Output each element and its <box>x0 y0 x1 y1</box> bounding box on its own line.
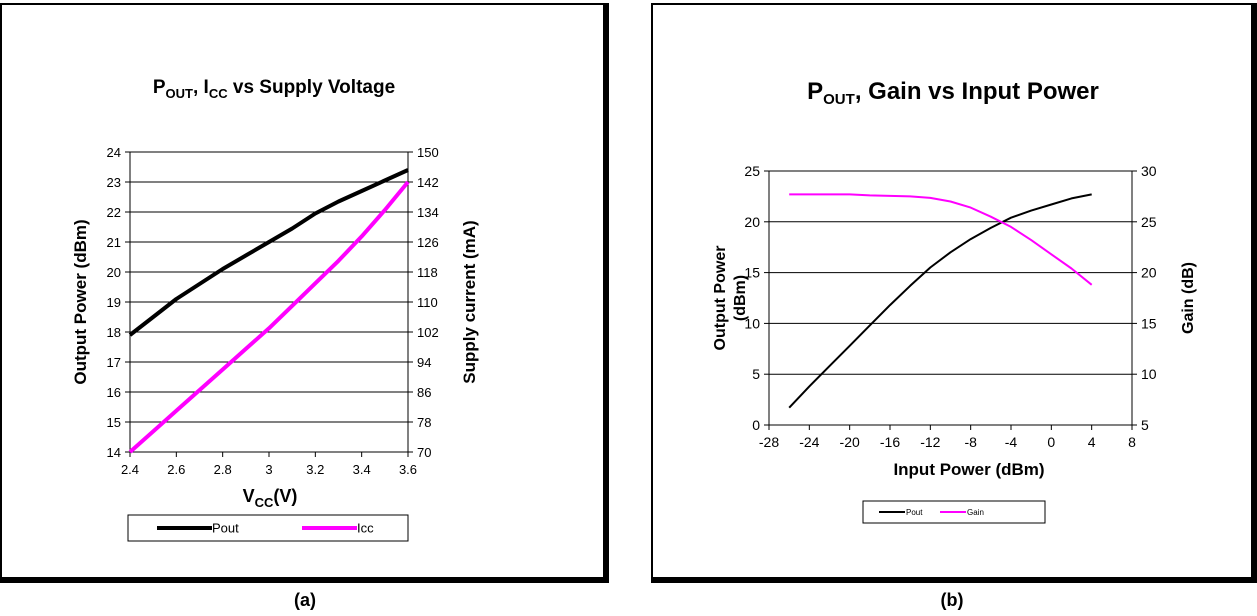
y-tick-label: 15 <box>107 415 121 430</box>
legend-label-icc: Icc <box>357 521 374 536</box>
y-tick-label: 23 <box>107 175 121 190</box>
y2-axis-label: Gain (dB) <box>1180 262 1197 334</box>
y2-tick-label: 20 <box>1141 265 1157 281</box>
y-tick-label: 14 <box>107 445 121 460</box>
y2-tick-label: 25 <box>1141 214 1157 230</box>
x-tick-label: 4 <box>1088 434 1096 450</box>
series-icc-line <box>128 180 410 454</box>
y2-tick-label: 118 <box>417 265 438 280</box>
y-tick-label: 15 <box>744 265 760 281</box>
y2-tick-label: 5 <box>1141 417 1149 433</box>
legend-box <box>127 514 409 542</box>
x-tick-label: -12 <box>920 434 940 450</box>
x-tick-label: 2.4 <box>121 462 139 477</box>
y-axis-label: Output Power (dBm) <box>712 246 749 351</box>
y2-tick-label: 15 <box>1141 315 1157 331</box>
y2-tick-label: 10 <box>1141 366 1157 382</box>
x-tick-label: -20 <box>840 434 860 450</box>
y2-tick-label: 110 <box>417 295 438 310</box>
y-tick-label: 24 <box>107 145 121 160</box>
y-tick-label: 20 <box>107 265 121 280</box>
legend-label-pout: Pout <box>906 508 923 517</box>
series-pout-line <box>128 168 409 337</box>
legend-label-gain: Gain <box>967 508 984 517</box>
y2-tick-label: 134 <box>417 205 439 220</box>
y-tick-label: 20 <box>744 214 760 230</box>
chart-b: POUT, Gain vs Input Power 0 5 10 15 20 25 5 10 15… <box>712 78 1197 524</box>
y-tick-label: 25 <box>744 163 760 179</box>
x-tick-label: -24 <box>799 434 819 450</box>
y2-tick-label: 70 <box>417 445 431 460</box>
legend-label-pout: Pout <box>212 521 239 536</box>
chart-title-a: POUT, ICC vs Supply Voltage <box>153 77 395 101</box>
y-tick-label: 18 <box>107 325 121 340</box>
y2-tick-label: 86 <box>417 385 431 400</box>
x-tick-label: 8 <box>1128 434 1136 450</box>
y2-axis-label: Supply current (mA) <box>460 220 479 383</box>
chart-panel-b: POUT, Gain vs Input Power 0 5 10 15 20 25 5 10 15… <box>651 3 1257 583</box>
x-tick-label: 3.6 <box>399 462 417 477</box>
y2-tick-label: 94 <box>417 355 431 370</box>
y-axis-label: Output Power (dBm) <box>71 219 90 384</box>
x-axis-label: Input Power (dBm) <box>893 460 1044 479</box>
y-tick-label: 17 <box>107 355 121 370</box>
x-tick-label: 3.2 <box>306 462 324 477</box>
y-tick-label: 22 <box>107 205 121 220</box>
y-tick-label: 0 <box>752 417 760 433</box>
x-tick-label: 2.8 <box>214 462 232 477</box>
x-tick-label: 3.4 <box>353 462 371 477</box>
y-tick-label: 5 <box>752 366 760 382</box>
x-tick-label: 2.6 <box>167 462 185 477</box>
caption-b: (b) <box>940 590 964 610</box>
y-tick-label: 16 <box>107 385 121 400</box>
x-tick-label: -16 <box>880 434 900 450</box>
x-tick-label: 3 <box>265 462 272 477</box>
y2-tick-label: 142 <box>417 175 439 190</box>
y2-tick-label: 30 <box>1141 163 1157 179</box>
y2-tick-label: 102 <box>417 325 439 340</box>
x-tick-label: -28 <box>759 434 779 450</box>
chart-panel-a: POUT, ICC vs Supply Voltage 14 15 16 17 18 19 2… <box>0 3 609 583</box>
x-axis-label: VCC(V) <box>243 486 298 510</box>
caption-a: (a) <box>294 590 316 610</box>
y-tick-label: 10 <box>744 315 760 331</box>
chart-title-b: POUT, Gain vs Input Power <box>807 78 1099 108</box>
y2-tick-label: 78 <box>417 415 431 430</box>
x-tick-label: 0 <box>1047 434 1055 450</box>
y2-tick-label: 126 <box>417 235 439 250</box>
series-pout-line <box>788 193 1092 409</box>
x-tick-label: -8 <box>964 434 977 450</box>
chart-a: POUT, ICC vs Supply Voltage 14 15 16 17 18 19 2… <box>71 77 479 542</box>
x-tick-label: -4 <box>1005 434 1018 450</box>
series-gain-line <box>789 193 1093 286</box>
y-tick-label: 19 <box>107 295 121 310</box>
y2-tick-label: 150 <box>417 145 439 160</box>
y-tick-label: 21 <box>107 235 121 250</box>
